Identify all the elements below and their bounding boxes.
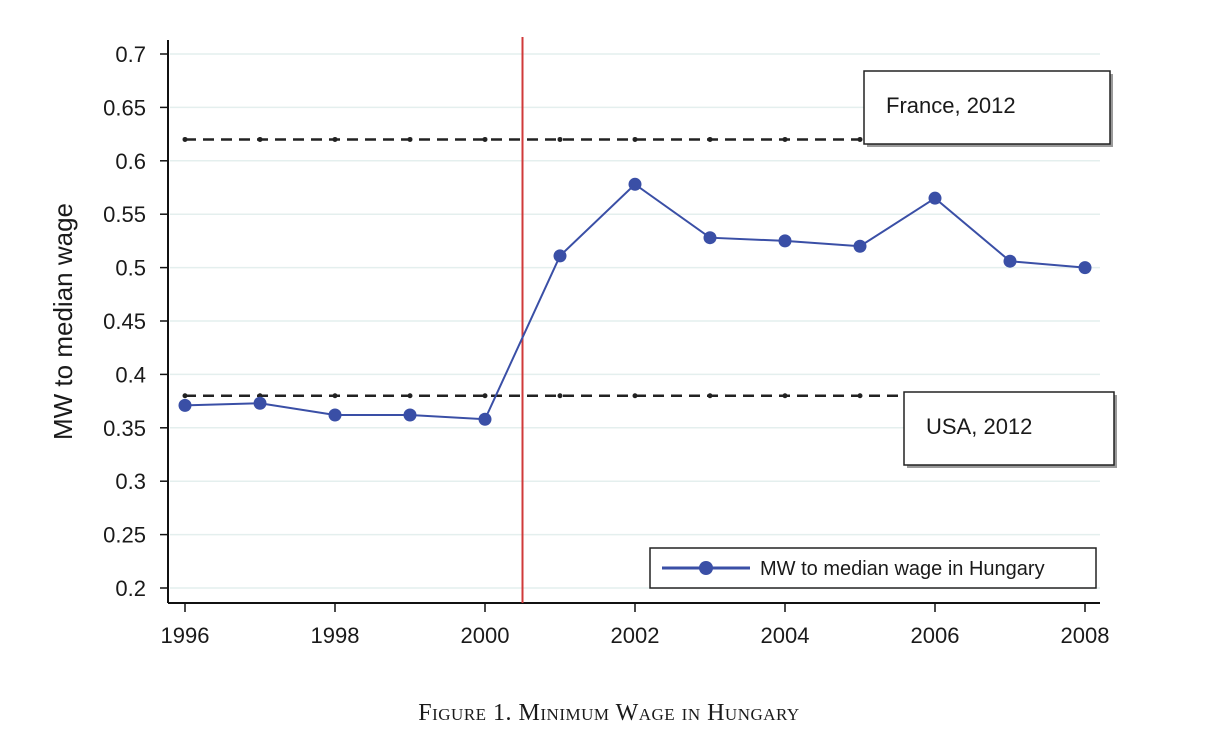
reference-marker xyxy=(707,393,713,399)
y-tick-label: 0.4 xyxy=(115,362,146,387)
y-axis-title: MW to median wage xyxy=(48,203,78,440)
y-tick-label: 0.6 xyxy=(115,149,146,174)
reference-marker xyxy=(557,393,563,399)
y-tick-label: 0.25 xyxy=(103,523,146,548)
data-point xyxy=(178,398,192,412)
x-tick-label: 2000 xyxy=(461,623,510,648)
data-point xyxy=(1078,261,1092,275)
usa-annotation-box xyxy=(903,391,1115,466)
y-tick-label: 0.7 xyxy=(115,42,146,67)
legend-label: MW to median wage in Hungary xyxy=(760,558,1045,580)
reference-marker xyxy=(707,136,713,142)
reference-marker xyxy=(182,393,188,399)
y-tick-label: 0.45 xyxy=(103,309,146,334)
reference-marker xyxy=(557,136,563,142)
x-tick-label: 2004 xyxy=(761,623,810,648)
data-point xyxy=(1003,254,1017,268)
data-point xyxy=(553,249,567,263)
data-point xyxy=(403,408,417,422)
data-point xyxy=(778,234,792,248)
y-tick-label: 0.3 xyxy=(115,469,146,494)
data-point xyxy=(628,177,642,191)
reference-marker xyxy=(407,136,413,142)
reference-marker xyxy=(257,136,263,142)
chart: 0.2 0.25 0.3 0.35 0.4 0.45 0.5 0.55 0.6 0.65 0.7 19… xyxy=(48,37,1117,648)
reference-marker xyxy=(182,136,188,142)
x-tick-label: 2008 xyxy=(1061,623,1110,648)
france-annotation-label: France, 2012 xyxy=(886,93,1016,118)
y-tick-label: 0.35 xyxy=(103,416,146,441)
data-point xyxy=(928,191,942,205)
data-point xyxy=(478,412,492,426)
reference-marker xyxy=(407,393,413,399)
y-tick-label: 0.5 xyxy=(115,256,146,281)
figure-caption: Figure 1. Minimum Wage in Hungary xyxy=(418,700,800,726)
series-line xyxy=(184,183,1086,421)
reference-marker xyxy=(857,393,863,399)
reference-marker xyxy=(782,393,788,399)
data-point xyxy=(703,231,717,245)
france-annotation-box xyxy=(863,70,1111,145)
legend-marker xyxy=(699,561,713,575)
x-tick-label: 2006 xyxy=(911,623,960,648)
reference-marker xyxy=(857,136,863,142)
data-point xyxy=(328,408,342,422)
y-tick-label: 0.55 xyxy=(103,202,146,227)
reference-marker xyxy=(332,393,338,399)
data-point xyxy=(253,396,267,410)
y-tick-label: 0.65 xyxy=(103,95,146,120)
reference-marker xyxy=(482,393,488,399)
reference-marker xyxy=(632,136,638,142)
x-tick-label: 2002 xyxy=(611,623,660,648)
reference-marker xyxy=(332,136,338,142)
x-tick-label: 1998 xyxy=(311,623,360,648)
reference-marker xyxy=(482,136,488,142)
y-tick-label: 0.2 xyxy=(115,576,146,601)
reference-marker xyxy=(782,136,788,142)
reference-marker xyxy=(632,393,638,399)
usa-annotation-label: USA, 2012 xyxy=(926,414,1032,439)
x-tick-label: 1996 xyxy=(161,623,210,648)
data-point xyxy=(853,239,867,253)
